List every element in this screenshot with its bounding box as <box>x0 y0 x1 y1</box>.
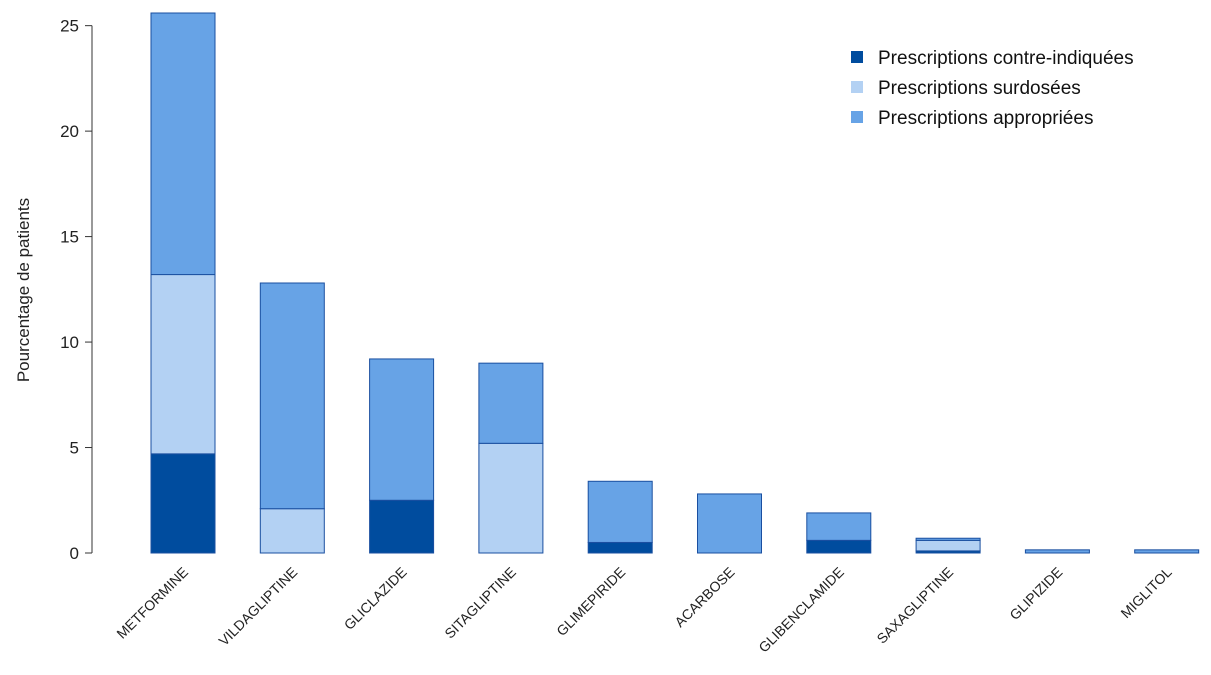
x-tick-label: VILDAGLIPTINE <box>215 564 300 649</box>
y-tick-label: 0 <box>70 544 79 563</box>
bar-segment <box>150 12 216 276</box>
x-tick-label: ACARBOSE <box>671 564 737 630</box>
legend-swatch <box>851 51 863 63</box>
x-axis-labels: METFORMINE VILDAGLIPTINE GLICLAZIDE SITAGLI… <box>113 564 1175 656</box>
x-tick-label: SITAGLIPTINE <box>441 564 519 642</box>
y-axis: 0 5 10 15 20 25 <box>60 17 93 563</box>
x-tick-label: GLIBENCLAMIDE <box>755 564 847 656</box>
bar-segment <box>915 539 981 552</box>
bar-segment <box>259 282 325 510</box>
bar-segment <box>806 512 872 541</box>
bar-segment <box>478 442 544 554</box>
bar-segment <box>806 539 872 554</box>
y-tick-label: 5 <box>70 439 79 458</box>
bar-segment <box>150 274 216 455</box>
y-tick-label: 20 <box>60 122 79 141</box>
x-tick-label: MIGLITOL <box>1117 564 1174 621</box>
bar-segment <box>587 541 653 554</box>
bar-segment <box>369 358 435 501</box>
x-tick-label: METFORMINE <box>113 564 191 642</box>
bar-segment <box>150 453 216 554</box>
x-tick-label: SAXAGLIPTINE <box>873 564 956 647</box>
legend: Prescriptions contre-indiquées Prescripti… <box>851 48 1134 129</box>
y-tick-label: 15 <box>60 228 79 247</box>
legend-label: Prescriptions appropriées <box>878 108 1093 129</box>
x-tick-label: GLIPIZIDE <box>1006 564 1065 623</box>
bar-segment <box>259 508 325 554</box>
bar-segment <box>587 480 653 543</box>
bar-segment <box>369 499 435 554</box>
bar-segment <box>697 493 762 554</box>
y-axis-title: Pourcentage de patients <box>14 198 33 382</box>
bar-segment <box>478 362 544 444</box>
legend-label: Prescriptions surdosées <box>878 78 1081 99</box>
legend-label: Prescriptions contre-indiquées <box>878 48 1134 69</box>
y-tick-label: 10 <box>60 333 79 352</box>
x-tick-label: GLICLAZIDE <box>341 564 410 633</box>
bar-segment <box>1024 549 1090 554</box>
legend-swatch <box>851 81 863 93</box>
bar-segment <box>915 537 981 541</box>
x-tick-label: GLIMEPIRIDE <box>553 564 628 639</box>
legend-swatch <box>851 111 863 123</box>
bars <box>150 12 1200 554</box>
bar-segment <box>1134 549 1200 554</box>
y-tick-label: 25 <box>60 17 79 36</box>
